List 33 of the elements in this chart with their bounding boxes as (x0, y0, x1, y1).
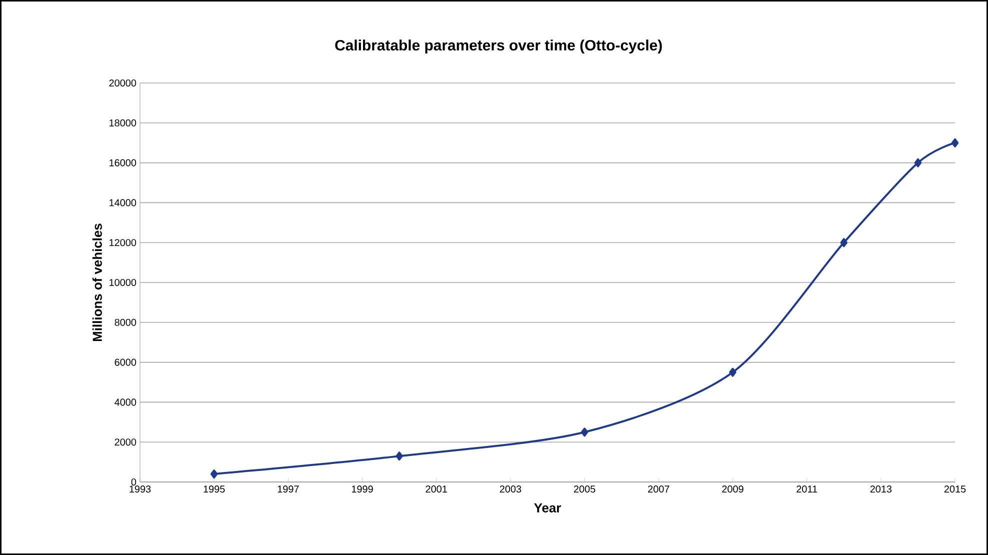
x-tick-label: 2007 (648, 486, 670, 493)
y-tick-label: 12000 (110, 239, 136, 246)
y-tick-label: 6000 (114, 358, 136, 366)
y-tick-label: 8000 (114, 318, 136, 326)
point (210, 470, 218, 479)
point (951, 138, 959, 148)
x-tick-label: 2003 (500, 486, 522, 493)
x-tick-label: 2009 (722, 486, 744, 493)
y-tick-label: 18000 (110, 119, 136, 126)
point (396, 452, 403, 461)
y-tick-label: 2000 (114, 438, 136, 446)
y-tick-label: 16000 (110, 159, 136, 166)
y-tick-label: 14000 (110, 199, 136, 206)
point (840, 238, 848, 248)
y-tick-label: 4000 (114, 398, 136, 406)
x-axis-title: Year (534, 503, 561, 512)
x-tick-label: 1995 (204, 486, 225, 493)
x-tick-label: 1999 (352, 486, 373, 493)
point (729, 368, 736, 377)
y-tick-label: 20000 (109, 79, 136, 87)
chart-title: Calibratable parameters over time (Otto-cycle) (335, 40, 662, 54)
x-tick-label: 1997 (278, 486, 299, 493)
y-axis-title: Millions of vehicles (92, 224, 102, 342)
y-tick-label: 10000 (110, 278, 136, 286)
point (914, 158, 922, 168)
y-tick-label: 0 (131, 478, 136, 486)
x-tick-label: 2011 (796, 486, 818, 493)
x-tick-label: 2013 (870, 486, 892, 493)
x-tick-label: 2015 (944, 486, 966, 493)
point (580, 428, 588, 437)
x-tick-label: 2005 (574, 486, 596, 493)
x-tick-label: 1993 (130, 486, 151, 493)
x-tick-label: 2001 (426, 486, 447, 493)
